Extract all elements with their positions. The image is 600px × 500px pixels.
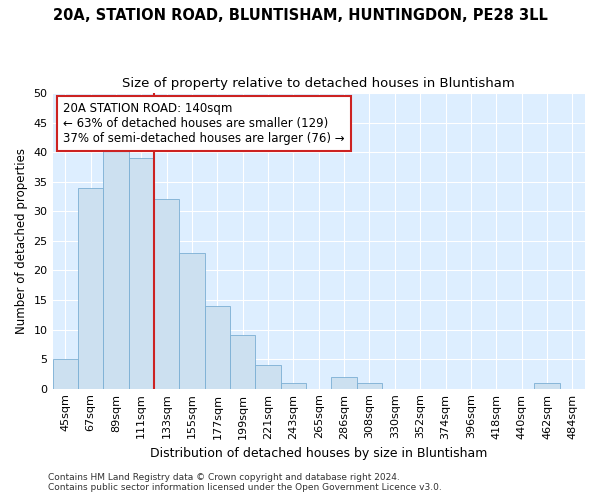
X-axis label: Distribution of detached houses by size in Bluntisham: Distribution of detached houses by size … (150, 447, 487, 460)
Bar (331, 377, 357, 388)
Bar (78, 188, 103, 388)
Bar (179, 252, 205, 388)
Bar (53, 359, 78, 388)
Bar (154, 200, 179, 388)
Title: Size of property relative to detached houses in Bluntisham: Size of property relative to detached ho… (122, 78, 515, 90)
Text: 20A STATION ROAD: 140sqm
← 63% of detached houses are smaller (129)
37% of semi-: 20A STATION ROAD: 140sqm ← 63% of detach… (63, 102, 345, 145)
Bar (128, 158, 154, 388)
Bar (281, 383, 306, 388)
Bar (230, 336, 256, 388)
Y-axis label: Number of detached properties: Number of detached properties (15, 148, 28, 334)
Bar (103, 140, 128, 388)
Bar (256, 365, 281, 388)
Text: 20A, STATION ROAD, BLUNTISHAM, HUNTINGDON, PE28 3LL: 20A, STATION ROAD, BLUNTISHAM, HUNTINGDO… (53, 8, 547, 22)
Bar (205, 306, 230, 388)
Bar (534, 383, 560, 388)
Bar (357, 383, 382, 388)
Text: Contains HM Land Registry data © Crown copyright and database right 2024.
Contai: Contains HM Land Registry data © Crown c… (48, 473, 442, 492)
